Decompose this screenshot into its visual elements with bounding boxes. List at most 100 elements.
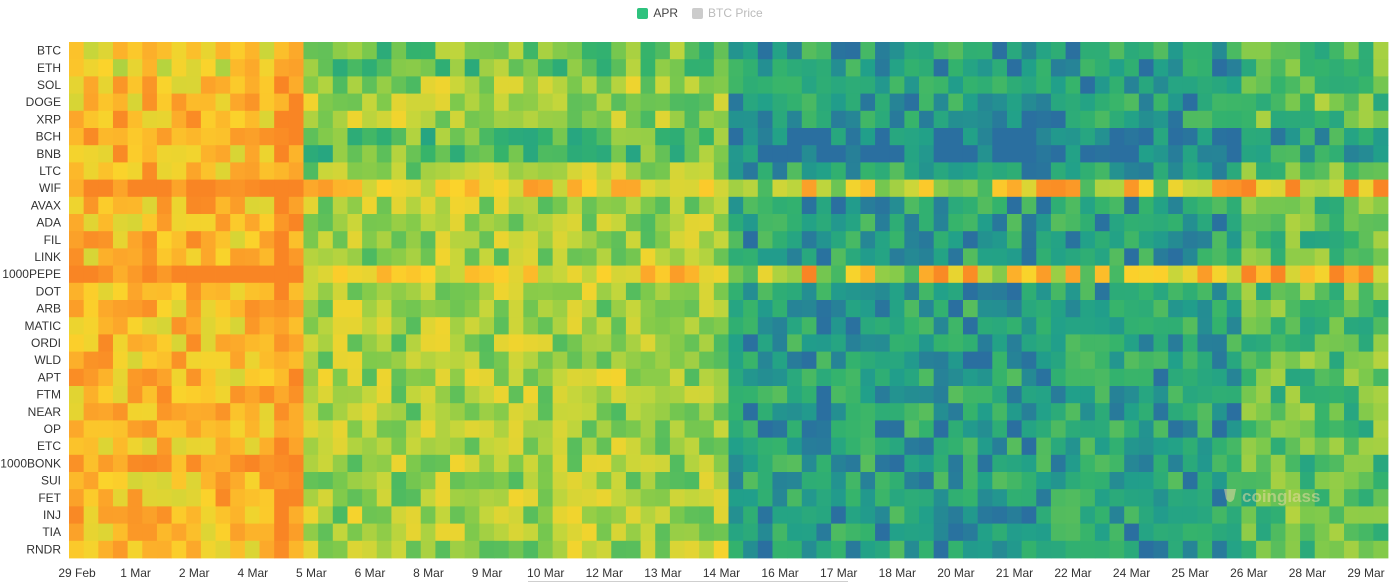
heatmap-cell: [1256, 300, 1272, 318]
heatmap-cell: [625, 162, 641, 180]
heatmap-cell: [274, 351, 290, 370]
heatmap-cell: [1344, 128, 1360, 146]
heatmap-cell: [713, 93, 729, 112]
heatmap-cell: [889, 248, 905, 266]
heatmap-cell: [845, 214, 861, 232]
heatmap-cell: [904, 145, 920, 163]
heatmap-cell: [1182, 196, 1198, 215]
heatmap-cell: [1109, 162, 1125, 180]
heatmap-cell: [435, 196, 451, 215]
heatmap-cell: [977, 76, 993, 94]
heatmap-cell: [684, 76, 700, 94]
heatmap-cell: [435, 42, 451, 60]
heatmap-cell: [288, 334, 304, 352]
heatmap-cell: [142, 110, 158, 129]
heatmap-cell: [391, 231, 407, 249]
heatmap-cell: [889, 506, 905, 524]
x-axis-tick-label: 14 Mar: [703, 566, 740, 580]
heatmap-cell: [127, 386, 143, 404]
heatmap-cell: [728, 42, 744, 60]
heatmap-cell: [831, 472, 847, 490]
heatmap-cell: [875, 472, 891, 490]
heatmap-cell: [567, 300, 583, 318]
heatmap-cell: [743, 93, 759, 112]
heatmap-cell: [1212, 76, 1228, 94]
heatmap-cell: [552, 282, 568, 301]
heatmap-cell: [552, 231, 568, 249]
heatmap-cell: [537, 472, 554, 490]
heatmap-cell: [332, 42, 348, 60]
heatmap-cell: [1050, 128, 1066, 146]
heatmap-cell: [801, 248, 817, 266]
zoom-slider-track[interactable]: [528, 581, 848, 586]
heatmap-cell: [713, 214, 729, 232]
heatmap-cell: [288, 300, 304, 318]
heatmap-cell: [1212, 282, 1228, 301]
heatmap-cell: [1021, 523, 1037, 542]
heatmap-cell: [1006, 540, 1023, 559]
heatmap-cell: [523, 76, 539, 94]
heatmap-cell: [567, 196, 583, 215]
heatmap-cell: [332, 196, 348, 215]
heatmap-cell: [962, 179, 979, 198]
heatmap-cell: [98, 317, 114, 335]
heatmap-cell: [1050, 454, 1066, 473]
heatmap-cell: [1256, 128, 1272, 146]
heatmap-cell: [1241, 454, 1257, 473]
heatmap-cell: [655, 110, 671, 129]
heatmap-cell: [596, 472, 612, 490]
heatmap-cell: [537, 265, 554, 284]
heatmap-cell: [1050, 179, 1066, 198]
heatmap-cell: [1065, 145, 1081, 163]
heatmap-cell: [1065, 472, 1081, 490]
heatmap-cell: [479, 93, 495, 112]
heatmap-cell: [816, 214, 832, 232]
heatmap-cell: [406, 110, 422, 129]
heatmap-cell: [1285, 437, 1301, 456]
heatmap-cell: [332, 420, 348, 438]
heatmap-cell: [1021, 489, 1037, 507]
heatmap-cell: [904, 76, 920, 94]
heatmap-cell: [1256, 76, 1272, 94]
heatmap-cell: [288, 368, 304, 387]
heatmap-cell: [1124, 231, 1140, 249]
heatmap-cell: [347, 386, 363, 404]
heatmap-cell: [684, 454, 700, 473]
heatmap-cell: [215, 523, 231, 542]
heatmap-cell: [244, 128, 260, 146]
heatmap-cell: [1153, 248, 1169, 266]
heatmap-cell: [611, 42, 627, 60]
heatmap-cell: [669, 128, 685, 146]
heatmap-cell: [1006, 128, 1023, 146]
heatmap-cell: [1094, 437, 1110, 456]
heatmap-cell: [215, 351, 231, 370]
heatmap-cell: [112, 403, 129, 421]
legend-item-apr[interactable]: APR: [637, 6, 678, 20]
heatmap-cell: [933, 368, 949, 387]
heatmap-cell: [450, 317, 466, 335]
heatmap-cell: [259, 265, 275, 284]
heatmap-cell: [1285, 93, 1301, 112]
heatmap-cell: [889, 196, 905, 215]
heatmap-cell: [1182, 489, 1198, 507]
heatmap-cell: [743, 454, 759, 473]
heatmap-cell: [1256, 403, 1272, 421]
heatmap-cell: [537, 110, 554, 129]
heatmap-cell: [537, 489, 554, 507]
heatmap-cell: [259, 145, 275, 163]
heatmap-cell: [933, 282, 949, 301]
heatmap-cell: [1329, 42, 1345, 60]
heatmap-cell: [83, 489, 99, 507]
heatmap-cell: [479, 110, 495, 129]
heatmap-cell: [523, 351, 539, 370]
heatmap-cell: [640, 300, 656, 318]
heatmap-cell: [318, 179, 334, 198]
heatmap-cell: [435, 59, 451, 77]
heatmap-cell: [1256, 93, 1272, 112]
heatmap-cell: [625, 59, 641, 77]
heatmap-cell: [1138, 386, 1154, 404]
heatmap-cell: [640, 145, 656, 163]
legend-item-btc-price[interactable]: BTC Price: [692, 6, 763, 20]
heatmap-cell: [420, 282, 436, 301]
heatmap-cell: [860, 368, 876, 387]
